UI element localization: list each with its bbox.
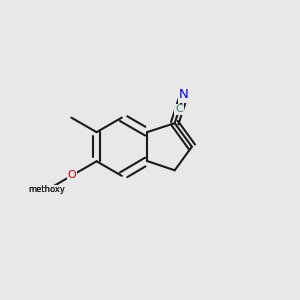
Text: N: N <box>179 88 189 101</box>
Text: C: C <box>175 104 183 115</box>
Text: methoxy: methoxy <box>28 185 65 194</box>
Text: O: O <box>68 170 76 180</box>
Text: methoxy: methoxy <box>28 185 65 194</box>
